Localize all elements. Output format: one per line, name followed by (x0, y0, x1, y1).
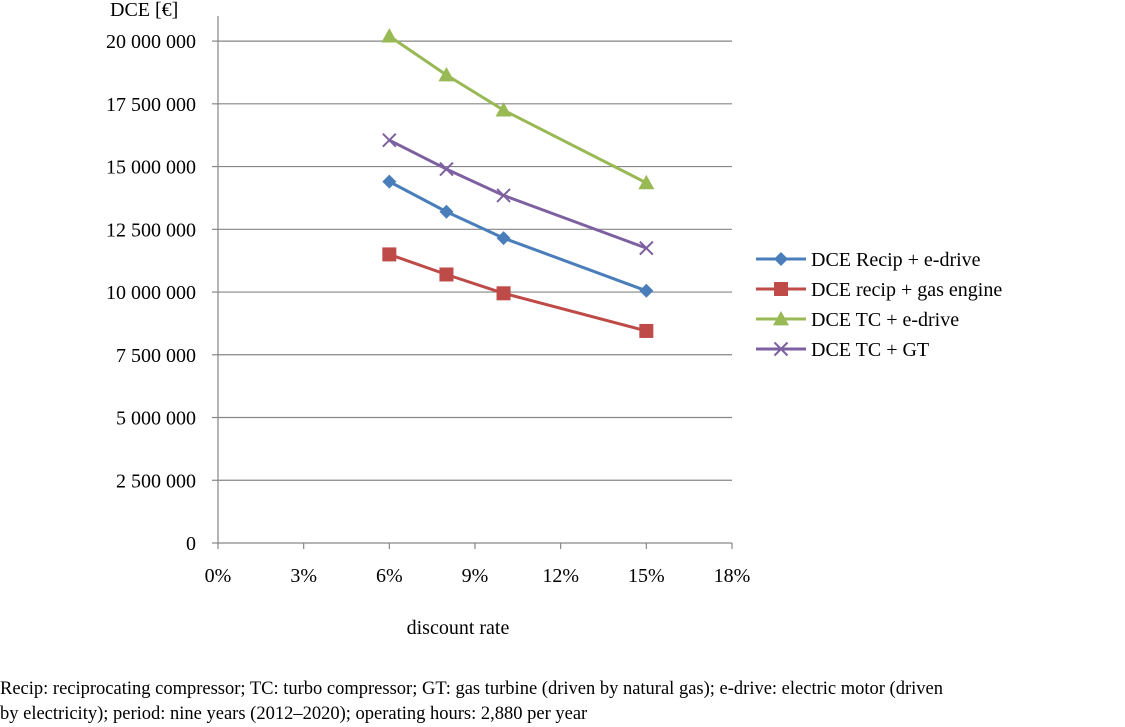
legend-label-dce-tc-e-drive: DCE TC + e-drive (811, 309, 959, 331)
data-point-dce-tc-gt (639, 240, 654, 256)
x-tick-label: 0% (205, 565, 232, 587)
legend-marker-dce-tc-gt (773, 341, 789, 357)
series-group (381, 28, 655, 338)
x-tick-label: 9% (462, 565, 489, 587)
data-point-dce-recip-e-drive (382, 174, 397, 189)
data-point-dce-tc-gt (382, 133, 397, 148)
legend-marker-dce-tc-e-drive (773, 311, 789, 326)
legend-label-dce-recip-gas-engine: DCE recip + gas engine (811, 279, 1002, 301)
data-point-dce-recip-gas-engine (496, 286, 511, 301)
data-point-dce-recip-gas-engine (382, 247, 397, 262)
data-point-dce-recip-e-drive (439, 204, 454, 219)
marker-stroke (773, 341, 789, 357)
caption-line-2: by electricity); period: nine years (201… (0, 704, 588, 724)
marker-stroke (639, 240, 654, 256)
x-axis-label: discount rate (407, 617, 510, 639)
tick-labels: 0 2 500 000 5 000 000 7 500 000 10 000 000 12… (106, 31, 750, 587)
legend-marker-dce-recip-e-drive (774, 252, 788, 266)
y-tick-label: 12 500 000 (106, 219, 196, 241)
y-tick-label: 15 000 000 (106, 157, 196, 179)
y-tick-label: 10 000 000 (106, 282, 196, 304)
data-point-dce-tc-e-drive (638, 174, 655, 190)
data-point-dce-tc-e-drive (495, 102, 512, 117)
caption-line-1: Recip: reciprocating compressor; TC: tur… (0, 679, 943, 699)
y-tick-label: 17 500 000 (106, 94, 196, 116)
gridlines (218, 40, 732, 481)
y-tick-label: 5 000 000 (116, 408, 196, 430)
x-tick-label: 12% (542, 565, 579, 587)
data-point-dce-recip-gas-engine (639, 323, 654, 338)
data-point-dce-tc-gt (496, 188, 511, 203)
axes (212, 16, 733, 549)
legend-label-dce-tc-gt: DCE TC + GT (811, 339, 929, 361)
marker-stroke (496, 188, 511, 203)
y-tick-label: 20 000 000 (106, 31, 196, 53)
data-point-dce-tc-gt (439, 161, 454, 177)
x-tick-label: 3% (290, 565, 317, 587)
line-chart: 0 2 500 000 5 000 000 7 500 000 10 000 000 12… (106, 0, 1002, 639)
y-axis-label: DCE [€] (110, 0, 178, 21)
series-line-dce-recip-gas-engine (388, 252, 647, 333)
series-line-dce-tc-gt (388, 138, 647, 250)
data-point-dce-recip-e-drive (639, 283, 654, 298)
data-point-dce-tc-e-drive (438, 66, 455, 82)
figure-caption: Recip: reciprocating compressor; TC: tur… (0, 677, 1125, 727)
marker-stroke (382, 133, 397, 148)
data-point-dce-recip-gas-engine (439, 267, 454, 282)
x-tick-label: 6% (376, 565, 403, 587)
legend-marker-dce-recip-gas-engine (774, 282, 788, 296)
data-point-dce-tc-e-drive (381, 28, 398, 43)
legend: DCE Recip + e-drive DCE recip + gas engin… (756, 249, 1002, 361)
series-line-dce-recip-e-drive (388, 180, 647, 293)
marker-stroke (439, 161, 454, 177)
series-line-dce-tc-e-drive (388, 34, 648, 185)
y-tick-label: 2 500 000 (116, 470, 196, 492)
x-tick-label: 18% (714, 565, 751, 587)
legend-label-dce-recip-e-drive: DCE Recip + e-drive (811, 249, 981, 271)
data-point-dce-recip-e-drive (496, 231, 511, 246)
x-tick-label: 15% (628, 565, 665, 587)
y-tick-label: 7 500 000 (116, 345, 196, 367)
y-tick-label: 0 (186, 533, 196, 555)
